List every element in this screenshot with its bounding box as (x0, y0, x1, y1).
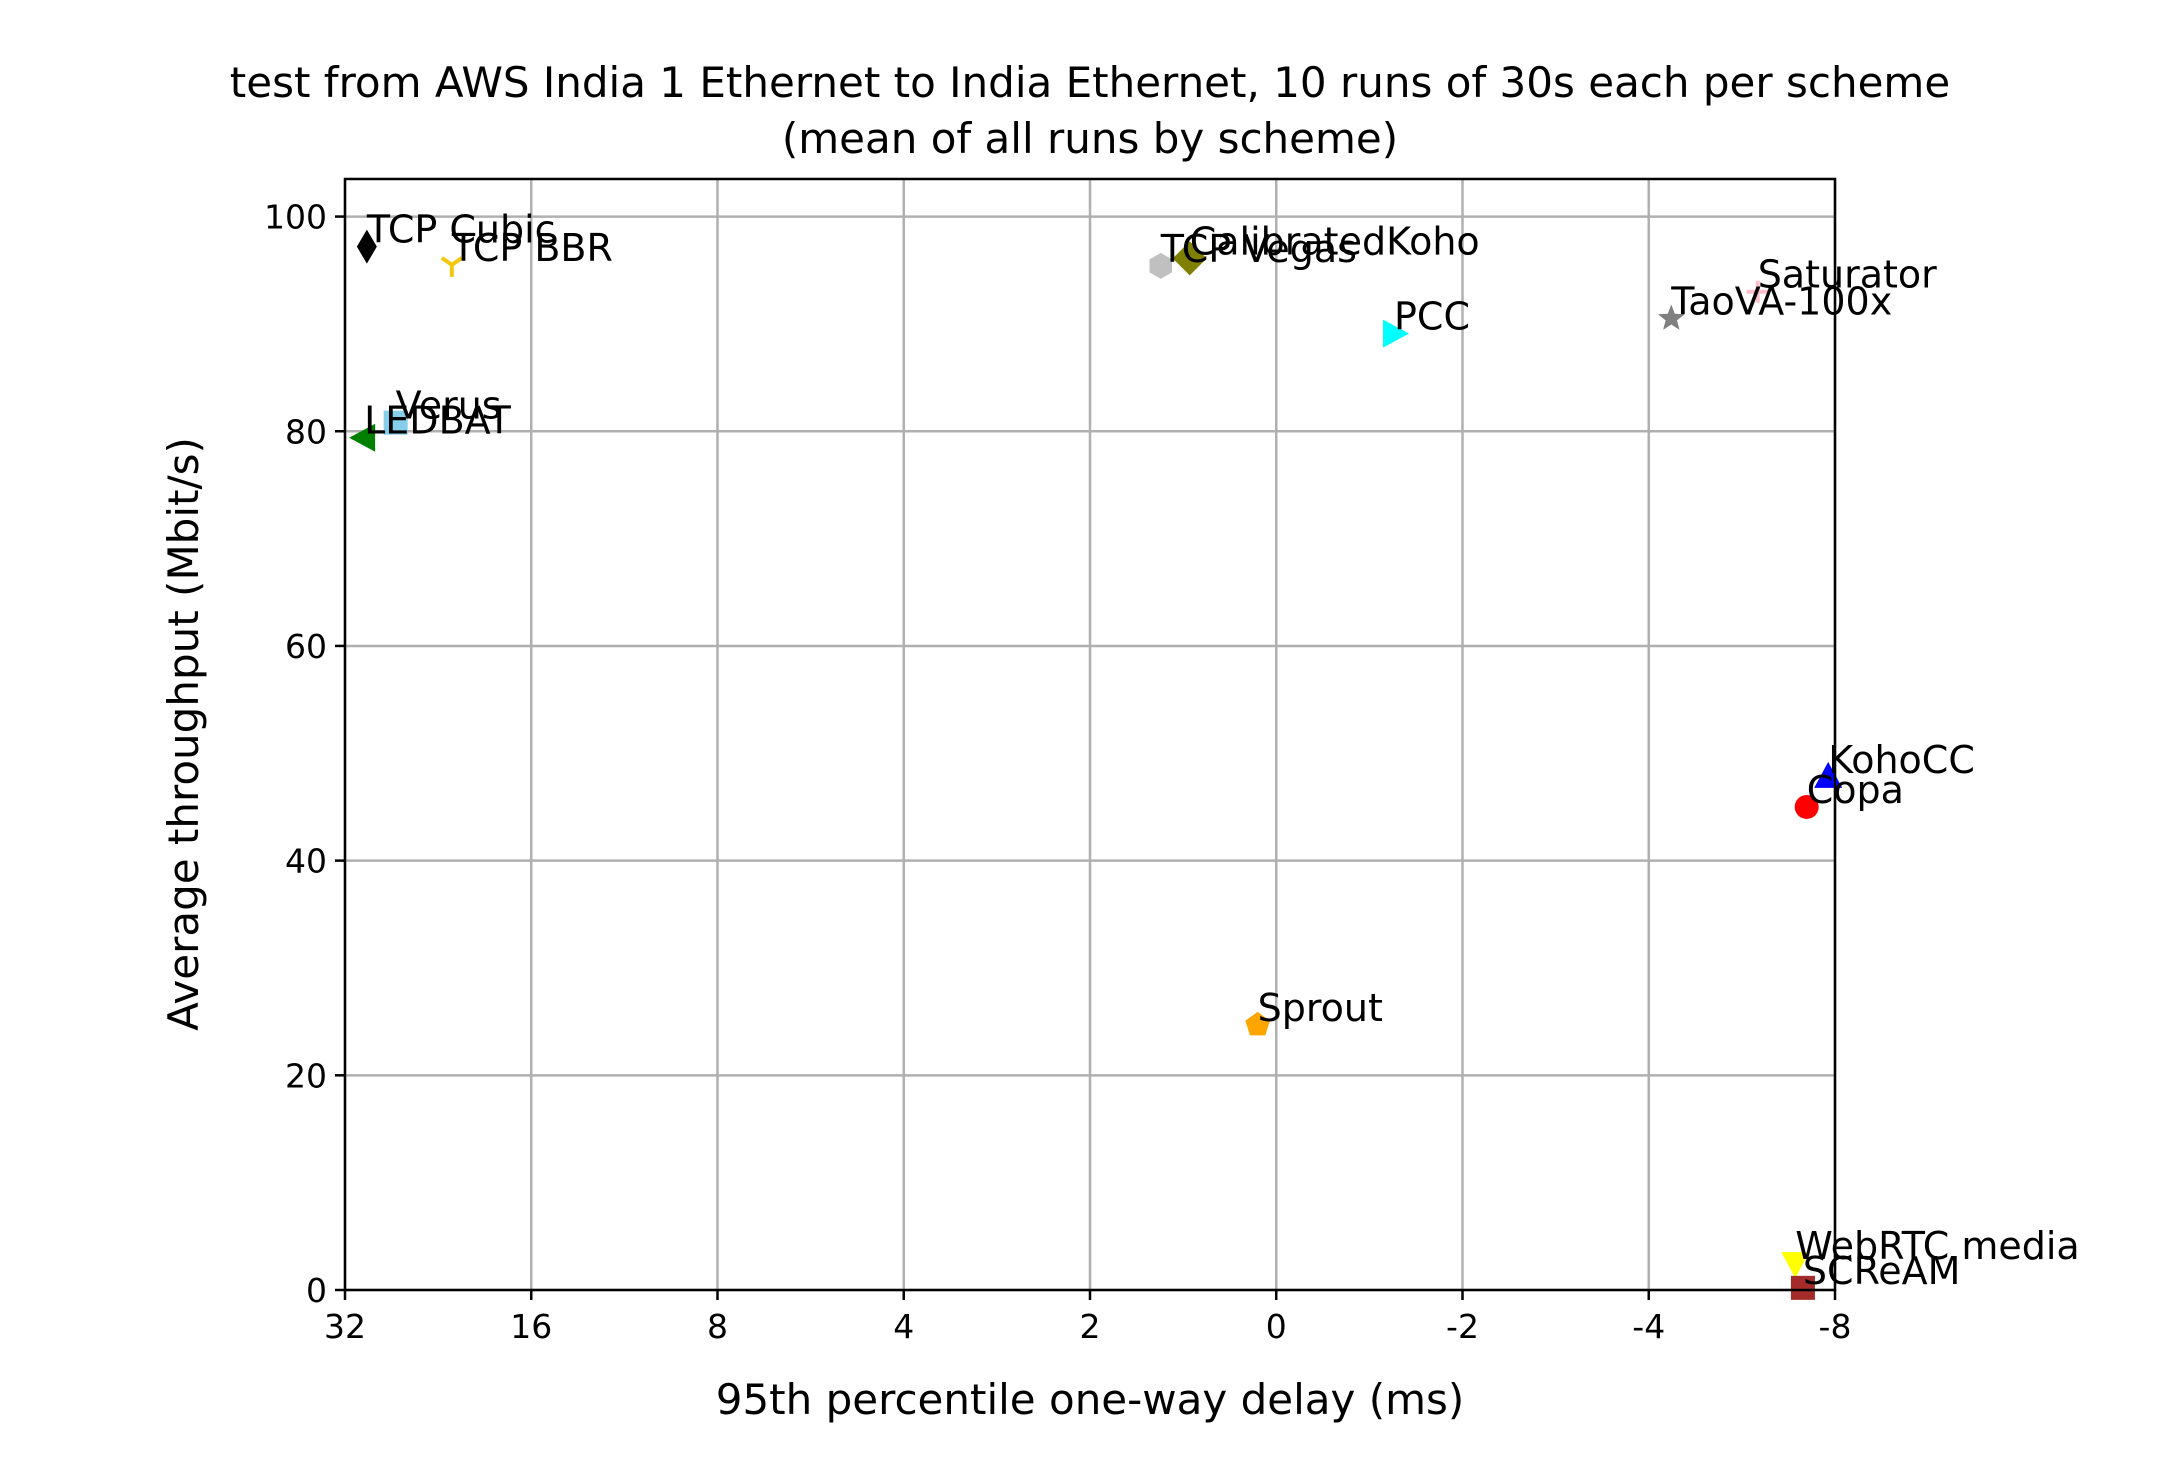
label-pcc: PCC (1394, 295, 1470, 339)
label-verus: Verus (396, 384, 502, 428)
y-tick-label: 80 (285, 412, 327, 451)
x-tick-label: 8 (707, 1307, 728, 1346)
label-copa: Copa (1807, 768, 1904, 812)
x-axis-label: 95th percentile one-way delay (ms) (716, 1375, 1465, 1424)
x-tick-label: 4 (893, 1307, 914, 1346)
y-tick-label: 0 (306, 1271, 327, 1310)
marker-sprout (1245, 1011, 1270, 1036)
marker-scream (1790, 1275, 1815, 1300)
label-sprout: Sprout (1258, 986, 1383, 1030)
label-calibratedkoho: CalibratedKoho (1190, 219, 1480, 263)
y-tick-label: 20 (285, 1056, 327, 1095)
label-kohocc: KohoCC (1828, 738, 1975, 782)
y-tick-label: 40 (285, 842, 327, 881)
marker-webrtc-media (1781, 1252, 1810, 1279)
label-ledbat: LEDBAT (364, 399, 512, 443)
x-tick-label: 2 (1080, 1307, 1101, 1346)
label-tcp-vegas: TCP Vegas (1160, 227, 1357, 271)
x-tick-label: -8 (1819, 1307, 1852, 1346)
marker-tcp-vegas (1149, 252, 1172, 279)
x-tick-label: -4 (1632, 1307, 1665, 1346)
chart-subtitle: (mean of all runs by scheme) (782, 114, 1398, 163)
marker-tcp-cubic (356, 229, 377, 264)
marker-calibratedkoho (1172, 241, 1207, 276)
label-taova-100x: TaoVA-100x (1670, 280, 1892, 324)
marker-verus (383, 410, 408, 435)
marker-taova-100x (1658, 304, 1685, 330)
plot-frame (343, 177, 1837, 1292)
marker-ledbat (349, 423, 376, 452)
x-tick-label: -2 (1446, 1307, 1479, 1346)
marker-layer (349, 229, 1843, 1300)
label-saturator: Saturator (1758, 253, 1937, 297)
label-tcp-bbr: TCP BBR (451, 226, 613, 270)
marker-pcc (1383, 319, 1410, 348)
x-tick-label: 32 (324, 1307, 366, 1346)
y-axis-label: Average throughput (Mbit/s) (159, 437, 208, 1031)
label-webrtc-media: WebRTC media (1795, 1224, 2079, 1268)
label-tcp-cubic: TCP Cubic (366, 208, 556, 252)
grid-layer (343, 179, 1837, 1292)
marker-tcp-bbr (440, 256, 464, 277)
x-tick-label: 0 (1266, 1307, 1287, 1346)
y-tick-label: 60 (285, 627, 327, 666)
chart-title: test from AWS India 1 Ethernet to India … (230, 58, 1950, 107)
y-tick-label: 100 (264, 198, 327, 237)
x-tick-label: 16 (510, 1307, 552, 1346)
marker-copa (1794, 794, 1819, 819)
marker-saturator (1746, 280, 1769, 303)
label-scream: SCReAM (1803, 1249, 1961, 1293)
